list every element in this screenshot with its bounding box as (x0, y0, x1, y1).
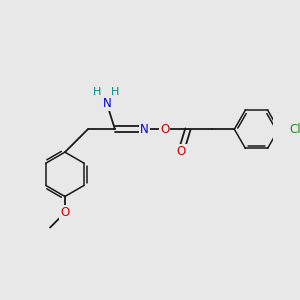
Text: N: N (140, 123, 149, 136)
Text: Cl: Cl (290, 123, 300, 136)
Text: H: H (111, 87, 119, 97)
Text: O: O (176, 145, 186, 158)
Text: O: O (60, 206, 70, 219)
Text: N: N (102, 97, 111, 110)
Text: O: O (160, 123, 170, 136)
Text: H: H (93, 87, 101, 97)
